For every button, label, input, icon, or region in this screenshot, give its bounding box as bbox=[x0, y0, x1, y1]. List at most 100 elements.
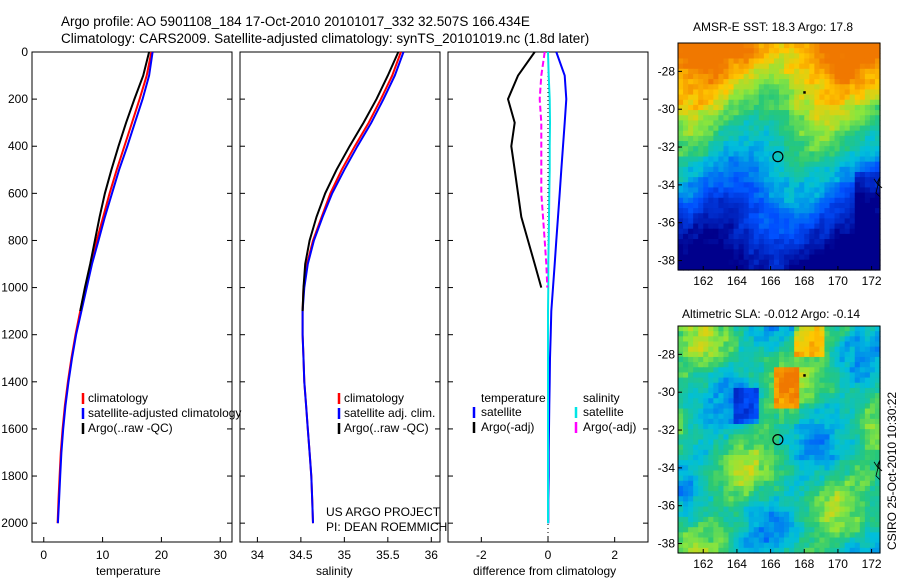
sla_map-cell bbox=[809, 336, 815, 343]
sla_map-cell bbox=[728, 532, 735, 539]
sla_map-cell bbox=[748, 460, 755, 466]
sla_map-cell bbox=[683, 413, 689, 420]
sla_map-cell bbox=[688, 465, 694, 472]
sst_map-cell bbox=[683, 84, 689, 91]
sla_map-cell bbox=[713, 511, 719, 518]
sla_map-cell bbox=[864, 424, 871, 430]
sst_map-cell bbox=[713, 146, 719, 152]
sst_map-cell bbox=[874, 161, 881, 168]
sla_map-cell bbox=[723, 444, 730, 451]
sst_map-cell bbox=[844, 259, 851, 266]
sst_map-cell bbox=[768, 151, 775, 158]
sla_map-cell bbox=[753, 501, 760, 508]
sst_map-cell bbox=[859, 171, 866, 178]
sst_map-cell bbox=[743, 110, 750, 116]
sst_map-cell bbox=[814, 151, 820, 158]
sst_map-cell bbox=[683, 264, 689, 271]
sla_map-cell bbox=[859, 382, 866, 389]
sst_map-cell bbox=[698, 218, 704, 225]
sst_map-cell bbox=[723, 233, 730, 240]
sst_map-cell bbox=[799, 120, 805, 127]
sla_map-cell bbox=[789, 501, 795, 508]
sla_map-cell bbox=[758, 408, 765, 415]
sst_map-cell bbox=[768, 192, 775, 199]
sla_map-cell bbox=[723, 439, 730, 446]
sst_map-cell bbox=[768, 146, 775, 152]
sla_map-cell bbox=[824, 501, 831, 508]
sst_map-cell bbox=[784, 130, 790, 137]
sst_map-cell bbox=[869, 239, 876, 245]
sla_map-cell bbox=[738, 387, 745, 394]
sla_map-cell bbox=[743, 403, 750, 410]
sla_map-cell bbox=[779, 326, 785, 332]
sst_map-cell bbox=[738, 218, 745, 225]
sla_map-cell bbox=[723, 470, 730, 477]
sla_map-cell bbox=[748, 326, 755, 332]
sst_map-cell bbox=[804, 166, 810, 173]
sla_map-cell bbox=[804, 439, 810, 446]
sla_map-cell bbox=[693, 522, 699, 528]
sla_map-cell bbox=[839, 444, 846, 451]
sst_map-cell bbox=[814, 208, 820, 214]
sst_map-cell bbox=[814, 161, 820, 168]
sst_map-cell bbox=[779, 104, 785, 111]
sla_map-cell bbox=[864, 537, 871, 544]
sla_map-cell bbox=[869, 506, 876, 513]
sla_map-cell bbox=[784, 351, 790, 358]
sla_map-cell bbox=[698, 537, 704, 544]
sst_map-cell bbox=[819, 110, 826, 116]
sst_map-cell bbox=[824, 84, 831, 91]
sla_map-cell bbox=[864, 532, 871, 539]
sst_map-cell bbox=[869, 208, 876, 214]
sst_map-cell bbox=[799, 259, 805, 266]
sst_map-cell bbox=[869, 223, 876, 230]
sla_map-cell bbox=[748, 491, 755, 497]
sla_map-cell bbox=[819, 367, 826, 374]
sst_map-cell bbox=[698, 197, 704, 204]
sst_map-cell bbox=[849, 218, 856, 225]
sst_map-cell bbox=[849, 192, 856, 199]
sla_map-cell bbox=[723, 475, 730, 482]
sla_map-cell bbox=[693, 336, 699, 343]
sla_map-cell bbox=[758, 372, 765, 379]
sla_map-cell bbox=[753, 475, 760, 482]
sst_map-cell bbox=[763, 233, 770, 240]
sst_map-cell bbox=[829, 156, 836, 163]
sst_map-cell bbox=[748, 104, 755, 111]
sst_map-cell bbox=[874, 43, 881, 49]
sst_map-cell bbox=[834, 161, 841, 168]
sst_map-cell bbox=[849, 94, 856, 101]
sla_map-cell bbox=[698, 449, 704, 456]
sla_map-cell bbox=[864, 434, 871, 441]
sst_map-cell bbox=[758, 156, 765, 163]
sst_map-cell bbox=[743, 223, 750, 230]
sst_map-cell bbox=[809, 202, 815, 209]
sst_map-cell bbox=[824, 197, 831, 204]
sst_map-cell bbox=[824, 249, 831, 256]
sla_map-cell bbox=[824, 393, 831, 399]
sst_map-cell bbox=[773, 239, 780, 245]
sla_map-cell bbox=[768, 346, 775, 353]
sst_map-cell bbox=[874, 187, 881, 194]
sla_map-cell bbox=[688, 511, 694, 518]
sla_map-cell bbox=[814, 511, 820, 518]
sst_map-cell bbox=[708, 89, 714, 96]
sla_map-cell bbox=[854, 382, 861, 389]
sla_map-cell bbox=[854, 377, 861, 384]
sla_map-cell bbox=[874, 362, 881, 368]
sla_map-cell bbox=[683, 547, 689, 554]
sla_map-cell bbox=[814, 522, 820, 528]
sst_map-cell bbox=[874, 84, 881, 91]
sst_map-cell bbox=[799, 43, 805, 49]
sst_map-cell bbox=[784, 48, 790, 54]
sla_map-cell bbox=[779, 398, 785, 404]
sst_map-cell bbox=[743, 84, 750, 91]
sla_map-cell bbox=[713, 470, 719, 477]
sst_map-cell bbox=[779, 187, 785, 194]
sla_map-cell bbox=[683, 326, 689, 332]
sst_map-cell bbox=[829, 208, 836, 214]
temperature-xtick-label: 30 bbox=[214, 548, 228, 562]
sst_map-cell bbox=[768, 249, 775, 256]
sla_map-cell bbox=[698, 346, 704, 353]
sst_map-cell bbox=[733, 130, 740, 137]
